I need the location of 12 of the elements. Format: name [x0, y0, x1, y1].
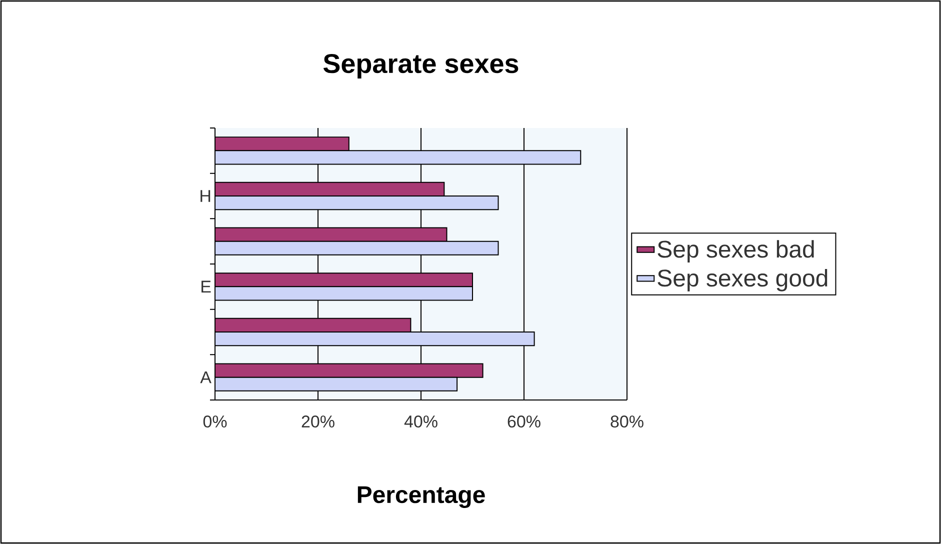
x-tick-label: 0%: [203, 416, 227, 428]
y-tick-label: H: [200, 190, 210, 202]
x-tick-label: 80%: [610, 416, 644, 428]
legend-label: Sep sexes good: [658, 268, 828, 292]
x-tick-label: 20%: [302, 416, 334, 428]
y-tick-label: E: [202, 280, 211, 293]
x-tick-label: 40%: [404, 416, 438, 428]
y-tick-label: A: [200, 371, 212, 384]
x-tick-label: 60%: [508, 416, 540, 428]
chart-title: Separate sexes: [323, 54, 518, 79]
legend-label: Sep sexes bad: [658, 240, 814, 262]
x-axis-title: Percentage: [358, 486, 485, 508]
